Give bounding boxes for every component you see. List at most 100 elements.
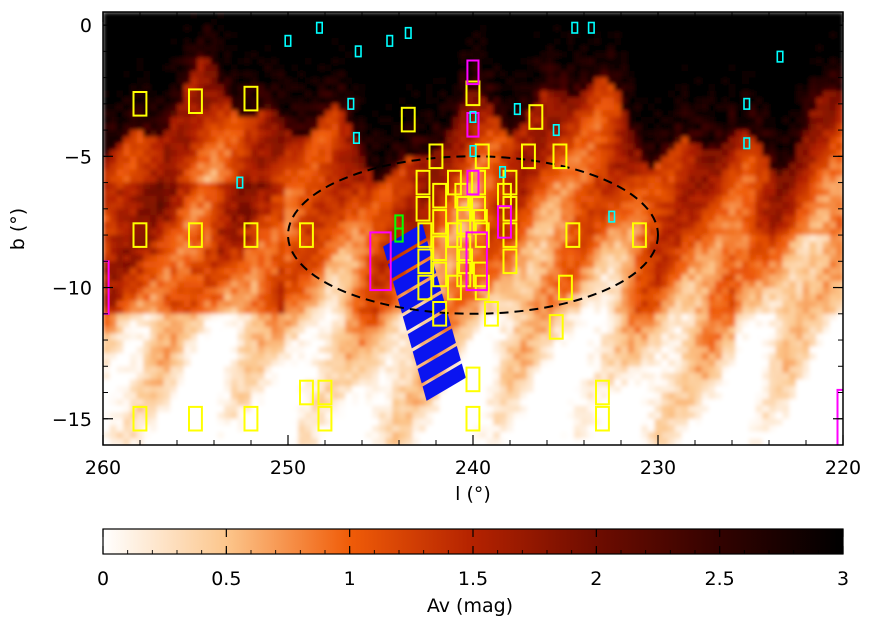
yellow-field-marker [595,405,610,432]
yellow-field-marker [432,235,448,261]
yellow-field-marker [456,209,472,235]
yellow-field-marker [552,143,568,170]
colorbar-tick-label: 0 [97,568,109,590]
cyan-field-marker [352,131,361,144]
yellow-field-marker [188,222,203,248]
extinction-map: 260 250 240 230 220 0 −5 −10 −15 [52,11,861,479]
yellow-field-marker [317,405,333,432]
yellow-field-marker [188,405,203,432]
blue-strip-segment [393,258,437,296]
colorbar-title: Av (mag) [427,595,513,617]
yellow-field-marker [432,182,448,209]
yellow-field-marker [417,248,433,275]
y-tick-label: 0 [80,15,92,37]
yellow-field-marker [299,379,314,406]
cyan-field-marker [236,176,244,189]
magenta-field-marker [466,169,480,196]
yellow-field-marker [243,222,259,248]
yellow-field-marker [132,91,148,117]
y-tick-label: −5 [64,146,92,168]
yellow-field-marker [432,209,448,235]
magenta-field-marker [466,59,480,86]
yellow-field-marker [447,222,462,248]
yellow-field-marker [565,222,581,248]
yellow-field-marker [502,248,518,275]
yellow-field-marker [428,143,444,170]
yellow-field-marker [432,301,448,327]
magenta-field-marker [497,205,512,239]
cyan-field-marker [608,210,616,223]
yellow-field-marker [472,209,488,235]
colorbar-tick-label: 3 [837,568,849,590]
yellow-field-marker [243,405,259,432]
field-markers [103,21,843,445]
colorbar-tick-label: 0.5 [211,568,241,590]
yellow-field-marker [132,405,148,432]
yellow-field-marker [465,366,481,393]
y-tick-label: −15 [52,409,92,431]
blue-strip-segment [417,346,461,384]
blue-strip-segment [407,311,451,349]
colorbar: 0 0.5 1 1.5 2 2.5 3 [97,528,849,590]
cyan-field-marker [776,50,784,63]
magenta-field-marker [369,231,392,292]
cyan-field-marker [743,97,751,110]
yellow-field-marker [484,301,499,327]
yellow-field-marker [465,405,481,432]
magenta-field-marker [466,112,480,138]
yellow-field-marker [188,88,203,115]
yellow-field-marker [417,222,433,248]
blue-strip-segment [383,223,427,261]
cyan-field-marker [284,34,292,47]
cyan-field-marker [587,21,595,34]
x-tick-label: 250 [270,457,306,479]
green-field-marker [394,227,404,243]
yellow-field-marker [317,379,333,406]
yellow-field-marker [456,235,472,261]
yellow-field-marker [456,261,472,288]
yellow-field-marker [558,274,573,301]
cyan-field-marker [513,103,521,116]
yellow-field-marker [415,196,431,222]
cyan-field-marker [469,145,477,158]
colorbar-ticks: 0 0.5 1 1.5 2 2.5 3 [97,529,849,590]
x-tick-label: 260 [85,457,121,479]
cyan-field-marker [469,110,477,123]
yellow-field-marker [299,222,314,248]
colorbar-tick-label: 2.5 [705,568,735,590]
cyan-field-marker [386,34,394,47]
yellow-field-marker [521,143,536,170]
yellow-field-marker [456,196,472,222]
cyan-field-marker [354,45,362,58]
yellow-field-marker [243,85,259,112]
cyan-field-marker [552,124,560,137]
yellow-field-marker [432,261,448,288]
yellow-field-marker [528,104,544,130]
yellow-field-marker [132,222,148,248]
x-tick-label: 220 [825,457,861,479]
cyan-field-marker [315,21,324,34]
cyan-field-marker [404,26,412,40]
x-axis-title: l (°) [455,483,491,505]
colorbar-tick-label: 1.5 [458,568,488,590]
cyan-field-marker [743,137,751,150]
y-axis: 0 −5 −10 −15 [52,15,843,446]
y-tick-label: −10 [52,278,92,300]
yellow-field-marker [417,274,433,301]
yellow-field-marker [632,222,647,248]
blue-strip-segment [412,328,456,366]
yellow-field-marker [447,274,462,301]
colorbar-tick-label: 2 [590,568,602,590]
yellow-field-marker [474,222,490,248]
y-axis-title: b (°) [7,208,29,250]
x-tick-label: 230 [640,457,676,479]
extinction-heatmap [103,12,843,445]
yellow-field-marker [454,182,470,209]
cyan-field-marker [498,166,507,179]
yellow-field-marker [415,169,431,196]
magenta-field-marker [465,231,488,292]
yellow-field-marker [474,274,490,301]
cyan-field-marker [347,97,355,110]
blue-strip-segment [397,276,442,314]
